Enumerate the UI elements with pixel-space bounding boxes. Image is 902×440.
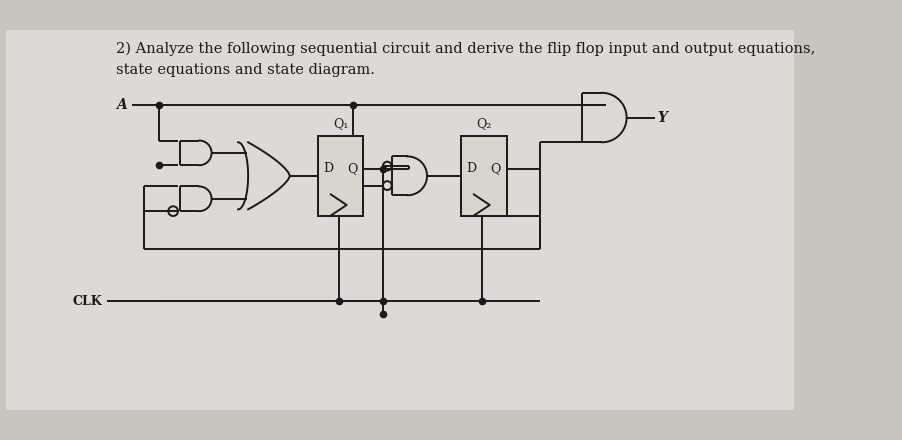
Text: Q₁: Q₁ xyxy=(333,117,348,130)
Text: D: D xyxy=(323,162,333,175)
Text: D: D xyxy=(466,162,476,175)
Bar xyxy=(318,136,364,216)
Text: Q: Q xyxy=(347,162,358,175)
Text: state equations and state diagram.: state equations and state diagram. xyxy=(116,63,375,77)
Text: Q₂: Q₂ xyxy=(476,117,492,130)
Bar xyxy=(461,136,507,216)
Text: A: A xyxy=(116,98,127,112)
Text: Q: Q xyxy=(491,162,502,175)
Text: 2) Analyze the following sequential circuit and derive the flip flop input and o: 2) Analyze the following sequential circ… xyxy=(116,42,815,56)
Text: CLK: CLK xyxy=(72,295,102,308)
Text: Y: Y xyxy=(658,110,667,125)
